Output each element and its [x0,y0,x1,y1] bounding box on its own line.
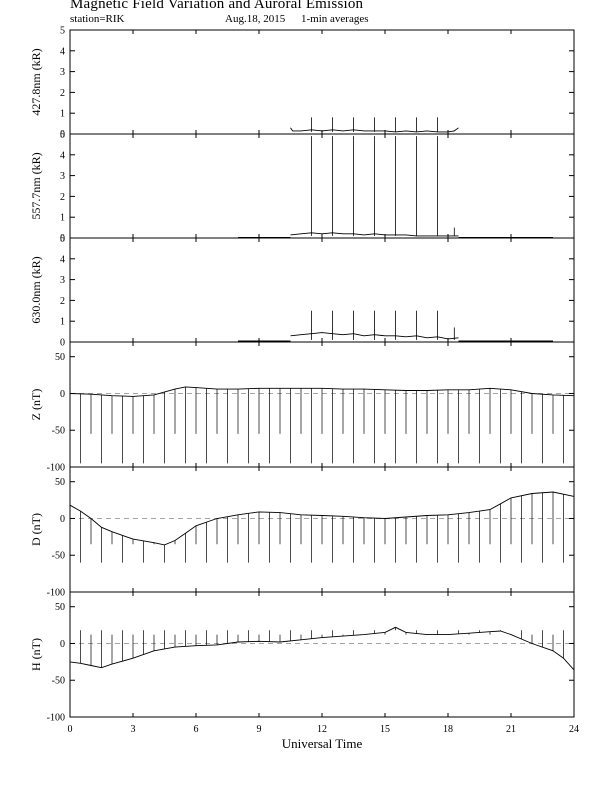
y-tick-label: 3 [60,275,65,286]
y-tick-label: -50 [52,676,65,687]
y-tick-label: 2 [60,296,65,307]
x-tick-label: 0 [68,724,73,735]
y-tick-label: -50 [52,426,65,437]
panel-frame-0 [69,29,575,135]
date-label: Aug.18, 2015 [225,13,286,25]
y-tick-label: 5 [60,26,65,37]
data-series-line [69,626,575,671]
y-tick-label: 2 [60,88,65,99]
y-tick-label: 50 [55,602,65,613]
y-tick-label: 5 [60,130,65,141]
panel-frame-5 [69,591,575,718]
x-tick-label: 18 [443,724,453,735]
y-tick-label: 0 [60,130,65,141]
y-tick-label: -100 [47,713,65,724]
y-tick-label: 4 [60,254,65,265]
y-axis-label: Z (nT) [29,389,43,421]
x-tick-label: 3 [131,724,136,735]
x-tick-label: 9 [257,724,262,735]
y-tick-label: 0 [60,514,65,525]
y-tick-label: 0 [60,389,65,400]
x-tick-label: 24 [569,724,579,735]
y-tick-label: 1 [60,317,65,328]
y-tick-label: -100 [47,588,65,599]
y-tick-label: 4 [60,150,65,161]
chart-title: Magnetic Field Variation and Auroral Emi… [70,0,364,12]
panel-frame-1 [69,133,575,239]
station-label: station=RIK [70,13,125,25]
y-tick-label: 2 [60,192,65,203]
x-tick-label: 15 [380,724,390,735]
y-axis-label: H (nT) [29,638,43,671]
y-tick-label: 3 [60,171,65,182]
y-axis-label: D (nT) [29,513,43,546]
y-tick-label: 1 [60,213,65,224]
averaging-label: 1-min averages [301,13,369,25]
y-axis-label: 427.8nm (kR) [29,48,43,115]
x-tick-label: 12 [317,724,327,735]
y-tick-label: 5 [60,234,65,245]
data-series-line [69,386,575,397]
y-tick-label: 0 [60,338,65,349]
y-tick-label: 1 [60,109,65,120]
y-tick-label: 0 [60,639,65,650]
y-axis-label: 557.7nm (kR) [29,152,43,219]
panel-frame-2 [69,237,575,343]
x-tick-label: 21 [506,724,516,735]
y-tick-label: 50 [55,477,65,488]
y-tick-label: -50 [52,551,65,562]
x-tick-label: 6 [194,724,199,735]
y-tick-label: 50 [55,352,65,363]
y-tick-label: -100 [47,463,65,474]
y-axis-label: 630.0nm (kR) [29,256,43,323]
y-tick-label: 4 [60,46,65,57]
y-tick-label: 3 [60,67,65,78]
x-axis-label: Universal Time [282,736,363,751]
y-tick-label: 0 [60,234,65,245]
